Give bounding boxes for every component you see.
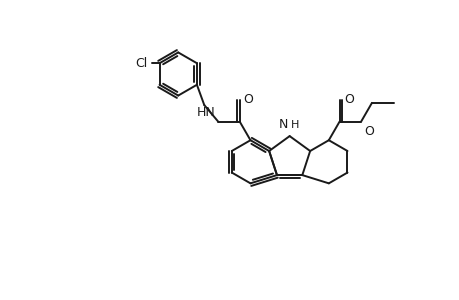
Text: HN: HN [196,106,215,119]
Text: O: O [243,94,253,106]
Text: O: O [343,94,353,106]
Text: N: N [278,118,287,131]
Text: Cl: Cl [134,57,147,70]
Text: O: O [364,125,373,138]
Text: H: H [290,120,298,130]
